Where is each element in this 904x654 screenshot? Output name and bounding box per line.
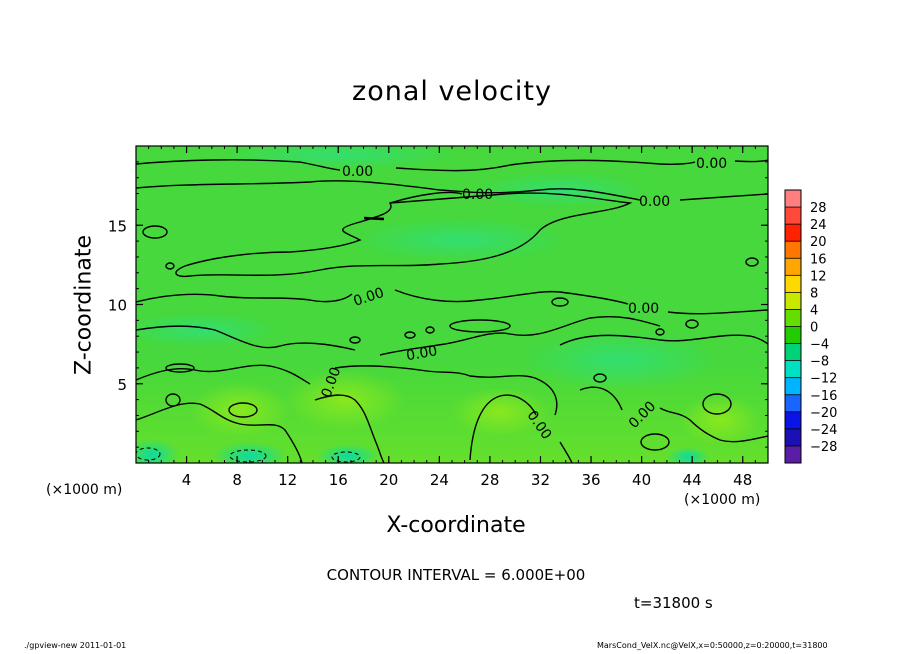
x-tick-label: 40: [632, 471, 651, 489]
contour-label: 0.00: [639, 194, 670, 210]
contour-interval-text: CONTOUR INTERVAL = 6.000E+00: [326, 566, 586, 584]
colorbar-tick-label: 16: [810, 252, 827, 267]
colorbar-swatch: [785, 377, 801, 396]
colorbar-swatch: [785, 258, 801, 276]
footer-program: ./gpview-new 2011-01-01: [24, 641, 127, 650]
x-tick-label: 20: [379, 471, 398, 489]
y-axis-unit: (×1000 m): [46, 482, 123, 498]
colorbar-swatch: [785, 190, 801, 208]
colorbar-tick-label: 0: [810, 321, 818, 336]
negative-contours: [136, 447, 361, 463]
contour-label: 0.00: [696, 156, 727, 172]
x-tick-label: 16: [329, 471, 348, 489]
colorbar-swatch: [785, 343, 801, 362]
x-tick-label: 48: [733, 471, 752, 489]
colorbar-swatch: [785, 428, 801, 447]
x-tick-label: 28: [480, 471, 499, 489]
x-tick-label: 36: [581, 471, 600, 489]
colorbar-tick-label: −8: [810, 355, 829, 370]
colorbar-tick-label: 12: [810, 269, 827, 284]
colorbar-swatch: [785, 326, 801, 345]
colorbar: 28 24 20 16 12 8 4 0 −4 −8 −12 −16 −20 −24 −28: [784, 189, 837, 464]
colorbar-tick-label: −24: [810, 423, 837, 438]
x-tick-label: 4: [182, 471, 192, 489]
colorbar-swatch: [785, 241, 801, 259]
colorbar-tick-label: 20: [810, 235, 827, 250]
colorbar-swatch: [785, 207, 801, 225]
colorbar-swatch: [785, 309, 801, 327]
x-axis-unit: (×1000 m): [684, 492, 761, 508]
colorbar-swatch: [785, 445, 801, 464]
colorbar-swatch: [785, 275, 801, 293]
colorbar-tick-label: 24: [810, 218, 827, 233]
colorbar-swatch: [785, 411, 801, 430]
footer-source: MarsCond_VelX.nc@VelX,x=0:50000,z=0:2000…: [597, 641, 828, 650]
colorbar-tick-label: 8: [810, 286, 818, 301]
x-tick-label: 12: [278, 471, 297, 489]
colorbar-tick-label: 28: [810, 201, 827, 216]
y-tick-label: 10: [108, 297, 127, 315]
colorbar-swatch: [785, 224, 801, 242]
colorbar-swatch: [785, 394, 801, 413]
colorbar-tick-label: −12: [810, 372, 837, 387]
time-stamp: t=31800 s: [634, 594, 713, 612]
x-tick-label: 24: [430, 471, 449, 489]
x-tick-label: 44: [683, 471, 702, 489]
contour-label: 0.00: [628, 301, 659, 317]
y-tick-label: 15: [108, 217, 127, 235]
field-shading: [136, 146, 768, 463]
colorbar-tick-label: 4: [810, 303, 818, 318]
contour-lines: [136, 159, 768, 463]
x-tick-label: 32: [531, 471, 550, 489]
contour-label: 0.00: [462, 187, 493, 203]
colorbar-tick-label: −4: [810, 338, 829, 353]
x-axis-label: X-coordinate: [386, 513, 526, 538]
contour-label: 0.00: [342, 164, 373, 180]
y-tick-label: 5: [117, 376, 127, 394]
colorbar-tick-label: −16: [810, 389, 837, 404]
colorbar-swatch: [785, 360, 801, 379]
contour-label: 0.00: [405, 343, 438, 364]
x-tick-label: 8: [232, 471, 242, 489]
colorbar-tick-label: −20: [810, 406, 837, 421]
colorbar-tick-label: −28: [810, 440, 837, 455]
colorbar-swatch: [785, 292, 801, 310]
chart-title: zonal velocity: [352, 76, 552, 107]
